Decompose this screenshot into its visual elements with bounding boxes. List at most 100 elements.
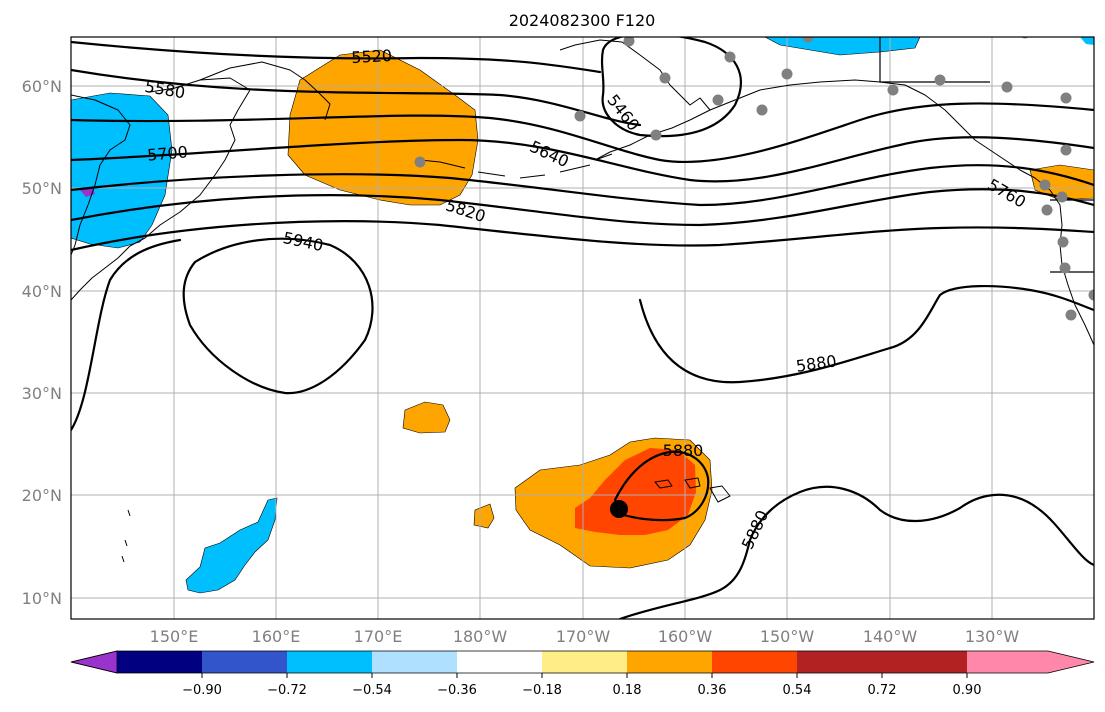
station-marker	[659, 72, 671, 84]
lon-label: 160°E	[252, 627, 301, 646]
coast-kamchatka-east	[129, 77, 251, 247]
colorbar-tick-label: −0.18	[522, 683, 562, 698]
contour-label: 5640	[527, 137, 572, 171]
shaded-anomaly-areas	[71, 37, 1094, 594]
contour-5460	[600, 37, 742, 138]
lat-label: 60°N	[22, 77, 62, 96]
coast-siberia-north	[199, 61, 331, 121]
station-marker	[1057, 236, 1069, 248]
lon-label: 180°W	[453, 627, 508, 646]
coast-gulf-of-alaska	[879, 81, 1051, 191]
contour-5880-hawaii	[613, 450, 710, 522]
contour-label: 5820	[443, 195, 488, 226]
lat-label: 30°N	[22, 384, 62, 403]
border-us-canada	[1050, 199, 1094, 273]
contour-5580	[71, 68, 642, 127]
station-marker	[623, 37, 635, 47]
orange-region-small-island	[402, 401, 451, 434]
contour-5940	[182, 237, 374, 395]
contour-label: 5700	[146, 142, 188, 164]
station-marker	[1056, 191, 1068, 203]
coast-aleutians	[419, 153, 613, 179]
colorbar-bin	[287, 651, 372, 673]
lat-label: 50°N	[22, 179, 62, 198]
map-frame	[70, 36, 1095, 620]
colorbar-bin	[542, 651, 627, 673]
contour-label: 5520	[351, 46, 393, 67]
contour-5880-main	[71, 238, 1094, 432]
colorbar: −0.90 −0.72 −0.54 −0.36 −0.18 0.18 0.36 …	[70, 650, 1095, 698]
station-marker	[1088, 289, 1094, 301]
lon-label: 150°W	[760, 627, 815, 646]
contour-label: 5880	[663, 441, 704, 460]
blue-region-western-pacific	[185, 497, 278, 594]
colorbar-bin	[712, 651, 797, 673]
coast-alaska-south	[709, 79, 881, 111]
contour-5760	[71, 164, 1094, 207]
height-contours	[71, 37, 1094, 619]
contour-5520	[71, 40, 602, 74]
colorbar-bin	[117, 651, 202, 673]
colorbar-tick-label: 0.18	[613, 683, 642, 698]
contour-label: 5880	[738, 507, 772, 552]
station-marker	[724, 51, 736, 63]
station-marker	[1060, 144, 1072, 156]
storm-center-marker	[610, 500, 628, 518]
station-marker	[781, 68, 793, 80]
lon-label: 150°E	[150, 627, 199, 646]
coast-west-us	[1049, 189, 1094, 346]
station-marker	[574, 110, 586, 122]
lon-label: 170°E	[354, 627, 403, 646]
colorbar-tick-label: −0.36	[437, 683, 477, 698]
colorbar-tick-label: 0.72	[868, 683, 897, 698]
lon-label: 170°W	[556, 627, 611, 646]
station-marker	[1059, 262, 1071, 274]
contour-label: 5760	[984, 175, 1029, 212]
lat-label: 40°N	[22, 282, 62, 301]
latitude-labels: 60°N 50°N 40°N 30°N 20°N 10°N	[22, 77, 62, 608]
contour-5820	[71, 188, 1094, 227]
station-marker	[1039, 179, 1051, 191]
map-title: 2024082300 F120	[509, 11, 656, 30]
contour-label: 5460	[603, 91, 643, 135]
border-alaska-canada	[879, 37, 990, 83]
contour-label: 5940	[281, 228, 325, 255]
coast-alaska-west	[559, 39, 711, 161]
blue-region-alaska-north	[764, 37, 921, 56]
blue-region-coast-nw	[1080, 37, 1094, 45]
colorbar-bin	[882, 651, 967, 673]
station-marker	[887, 84, 899, 96]
lon-label: 160°W	[658, 627, 713, 646]
coast-kurils	[71, 245, 131, 301]
lon-label: 140°W	[863, 627, 918, 646]
colorbar-extend-low	[70, 650, 118, 674]
coast-japan-islets	[121, 509, 131, 563]
contour-5640	[71, 102, 1094, 164]
longitude-labels: 150°E 160°E 170°E 180°W 170°W 160°W 150°…	[150, 627, 1020, 646]
colorbar-tick-label: −0.90	[182, 683, 222, 698]
station-marker	[802, 37, 814, 43]
station-marker	[1001, 81, 1013, 93]
orange-region-bering	[287, 49, 479, 206]
coast-hawaii-islands	[654, 477, 731, 503]
colorbar-bin	[627, 651, 712, 673]
colorbar-tick-label: 0.90	[953, 683, 982, 698]
colorbar-tick-label: −0.72	[267, 683, 307, 698]
colorbar-tick-label: 0.54	[783, 683, 812, 698]
blue-region-kamchatka	[71, 92, 173, 249]
station-marker	[414, 156, 426, 168]
lat-label: 10°N	[22, 589, 62, 608]
colorbar-bin	[797, 651, 882, 673]
contour-5880-south	[618, 485, 1094, 619]
station-marker	[1060, 92, 1072, 104]
station-marker	[1041, 204, 1053, 216]
colorbar-ticks	[201, 673, 968, 678]
lon-label: 130°W	[965, 627, 1020, 646]
colorbar-bin	[372, 651, 457, 673]
lat-label: 20°N	[22, 486, 62, 505]
station-marker	[934, 74, 946, 86]
contour-label: 5880	[795, 351, 838, 375]
colorbar-extend-high	[967, 651, 1094, 673]
station-markers	[414, 37, 1094, 321]
